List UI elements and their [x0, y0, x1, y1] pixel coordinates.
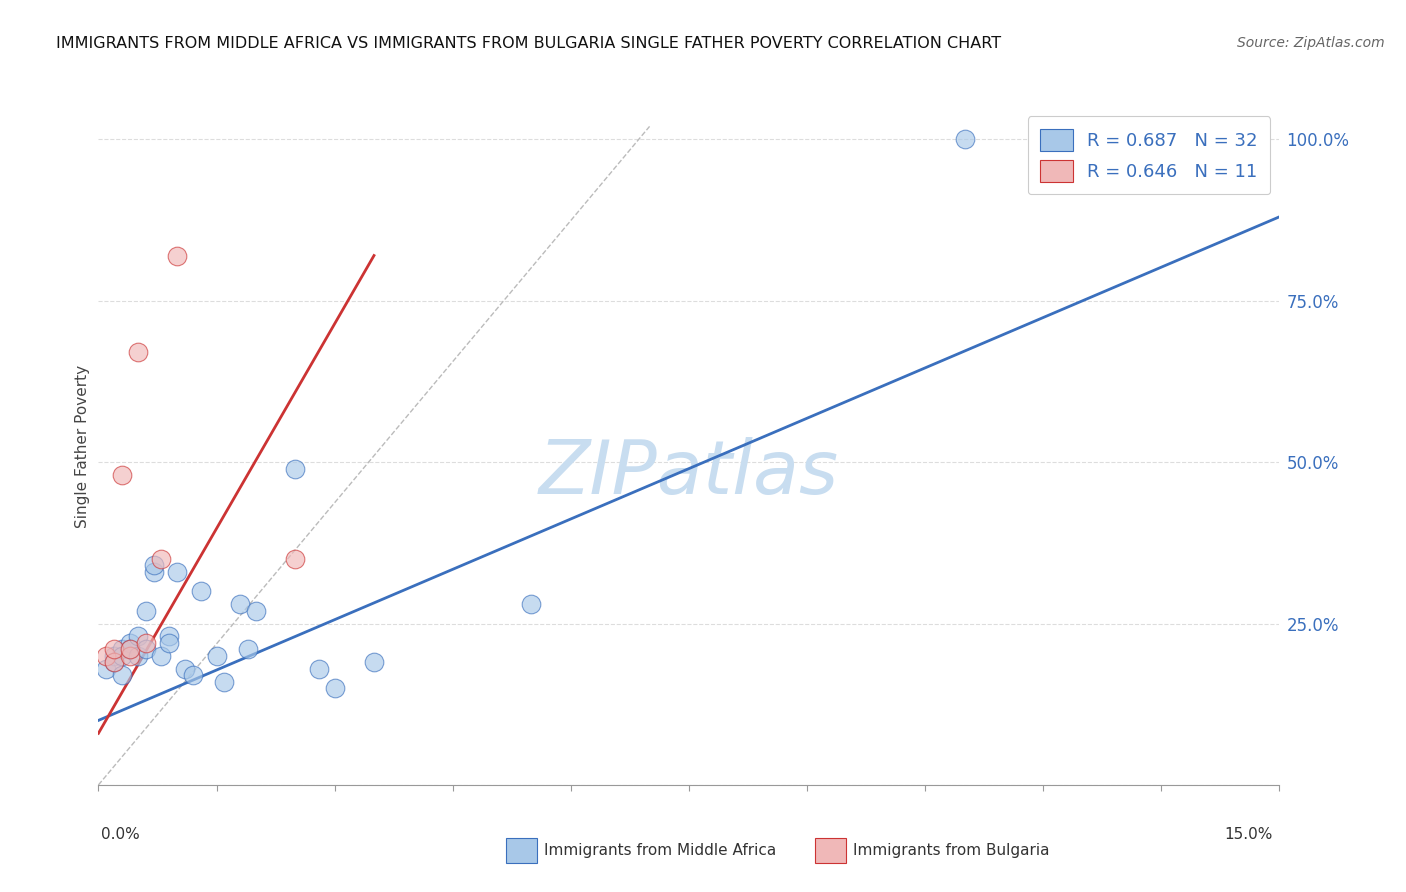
Text: 15.0%: 15.0%: [1225, 827, 1272, 841]
Point: [103, 642, 125, 657]
Point: [111, 648, 134, 663]
Point: [205, 648, 228, 663]
Point: [111, 642, 134, 657]
Point: [236, 642, 259, 657]
Point: [96, 648, 118, 663]
Point: [142, 558, 165, 573]
Point: [103, 648, 125, 663]
Text: Immigrants from Middle Africa: Immigrants from Middle Africa: [544, 843, 776, 857]
Point: [284, 461, 307, 475]
Text: ZIPatlas: ZIPatlas: [538, 437, 839, 509]
Point: [118, 642, 141, 657]
Y-axis label: Single Father Poverty: Single Father Poverty: [75, 365, 90, 527]
Point: [174, 662, 197, 676]
Point: [103, 655, 125, 669]
Point: [111, 668, 134, 682]
Point: [142, 565, 165, 579]
Point: [284, 552, 307, 566]
Point: [214, 674, 236, 689]
Point: [190, 584, 212, 599]
Point: [127, 648, 149, 663]
Point: [308, 662, 330, 676]
Point: [157, 630, 180, 644]
Point: [245, 604, 267, 618]
Point: [150, 648, 173, 663]
Text: 0.0%: 0.0%: [101, 827, 141, 841]
Point: [103, 655, 125, 669]
Point: [135, 636, 157, 650]
Point: [135, 604, 157, 618]
Point: [111, 468, 134, 483]
Point: [127, 630, 149, 644]
Text: Source: ZipAtlas.com: Source: ZipAtlas.com: [1237, 36, 1385, 50]
Text: IMMIGRANTS FROM MIDDLE AFRICA VS IMMIGRANTS FROM BULGARIA SINGLE FATHER POVERTY : IMMIGRANTS FROM MIDDLE AFRICA VS IMMIGRA…: [56, 36, 1001, 51]
Point: [953, 132, 976, 146]
Point: [127, 345, 149, 359]
Point: [118, 636, 141, 650]
Text: Immigrants from Bulgaria: Immigrants from Bulgaria: [853, 843, 1050, 857]
Point: [323, 681, 346, 695]
Point: [135, 642, 157, 657]
Point: [181, 668, 204, 682]
Point: [166, 565, 188, 579]
Point: [520, 597, 543, 611]
Point: [150, 552, 173, 566]
Point: [363, 655, 385, 669]
Point: [229, 597, 252, 611]
Point: [166, 248, 188, 262]
Legend: R = 0.687   N = 32, R = 0.646   N = 11: R = 0.687 N = 32, R = 0.646 N = 11: [1028, 116, 1271, 194]
Point: [118, 642, 141, 657]
Point: [118, 648, 141, 663]
Point: [96, 662, 118, 676]
Point: [157, 636, 180, 650]
